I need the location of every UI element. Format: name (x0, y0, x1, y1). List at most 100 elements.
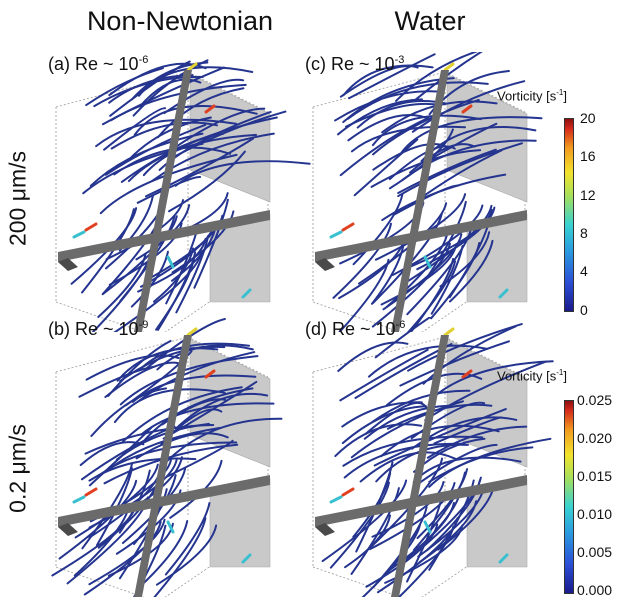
vorticity-highlight (443, 327, 455, 337)
streamline (95, 467, 133, 547)
streamline (136, 175, 202, 204)
vorticity-highlight (443, 62, 455, 72)
vorticity-highlight (498, 553, 509, 564)
colorbar-tick: 16 (580, 148, 596, 164)
streamline (428, 437, 552, 488)
streamline (423, 122, 498, 164)
streamline (411, 80, 526, 133)
vorticity-highlight (84, 222, 98, 232)
streamline (101, 66, 225, 126)
streamline (110, 121, 218, 150)
panel-label: (b) Re ~ 10-9 (48, 319, 149, 339)
channel-end (315, 258, 335, 271)
streamline (104, 361, 180, 398)
panel-a: (a) Re ~ 10-6 (38, 52, 313, 332)
vorticity-highlight (423, 255, 432, 269)
vorticity-highlight (461, 369, 473, 379)
streamline (113, 388, 226, 424)
streamline (173, 107, 266, 149)
vorticity-highlight (341, 222, 355, 232)
vorticity-highlight (204, 369, 216, 379)
panel-label: (d) Re ~ 10-6 (305, 319, 406, 339)
channel-end (315, 523, 335, 536)
streamline (88, 459, 178, 529)
streamline (371, 243, 405, 305)
streamline (342, 64, 434, 97)
colorbar-tick: 0 (580, 302, 588, 318)
streamline (413, 476, 482, 555)
vorticity-highlight (498, 288, 509, 299)
streamline (416, 206, 496, 271)
streamline (353, 138, 419, 197)
streamline (193, 198, 229, 289)
streamline (439, 231, 491, 288)
streamline (339, 116, 430, 177)
streamline (113, 251, 203, 332)
streamline (153, 517, 207, 597)
streamline (88, 425, 154, 487)
streamline (401, 139, 537, 182)
channel-vertical (391, 335, 449, 597)
streamline (93, 75, 204, 108)
vorticity-highlight (204, 104, 216, 114)
streamline (348, 53, 436, 100)
channel-end (58, 258, 78, 271)
streamline (388, 128, 454, 190)
vorticity-highlight (329, 230, 343, 239)
streamline (374, 317, 433, 359)
streamline (135, 432, 229, 460)
streamline (156, 344, 254, 371)
channel-horizontal (58, 475, 270, 527)
streamline (339, 65, 419, 98)
streamline (78, 365, 155, 398)
streamline (131, 61, 209, 100)
streamline (142, 116, 278, 177)
streamline (163, 78, 245, 115)
streamline (339, 348, 429, 402)
streamline (371, 114, 482, 147)
channel-horizontal (315, 210, 527, 262)
streamline (79, 441, 145, 467)
colorbar-vorticity-0-2 (564, 400, 574, 594)
colorbar-title: Vorticity [s-1] (497, 368, 567, 384)
streamline (89, 132, 204, 187)
streamline (448, 239, 494, 303)
streamline (402, 208, 493, 271)
streamline (407, 260, 457, 332)
streamline (146, 317, 226, 369)
column-title-water: Water (394, 6, 466, 36)
streamline (137, 351, 256, 403)
colorbar-tick: 0.015 (577, 468, 613, 484)
streamline (372, 98, 480, 156)
colorbar-tick: 8 (580, 225, 588, 241)
streamline-plot (55, 59, 311, 332)
streamline (371, 389, 471, 423)
channel-horizontal (315, 475, 527, 527)
vorticity-highlight (166, 520, 175, 534)
vorticity-highlight (341, 487, 355, 497)
panel-c: (c) Re ~ 10-3 (295, 52, 570, 332)
channel-vertical (134, 70, 192, 332)
colorbar-tick: 4 (580, 263, 588, 279)
streamline (424, 360, 547, 422)
streamline (368, 457, 444, 550)
panel-label: (a) Re ~ 10-6 (48, 54, 149, 74)
streamline (155, 524, 218, 586)
vorticity-highlight (241, 288, 252, 299)
streamline (90, 387, 168, 437)
colorbar-tick: 0.025 (577, 392, 613, 408)
panel-label: (c) Re ~ 10-3 (305, 54, 405, 74)
streamline (119, 355, 259, 406)
colorbar-tick: 0.020 (577, 430, 613, 446)
vorticity-highlight (329, 495, 343, 504)
streamline-plot (312, 52, 543, 332)
streamline (352, 193, 404, 266)
streamline (342, 435, 484, 467)
box-edge (444, 71, 526, 113)
column-title-non-newtonian: Non-Newtonian (86, 6, 274, 36)
streamline (399, 340, 510, 387)
vorticity-highlight (241, 553, 252, 564)
streamline (364, 401, 428, 435)
streamline (70, 207, 138, 285)
streamline (431, 360, 554, 399)
